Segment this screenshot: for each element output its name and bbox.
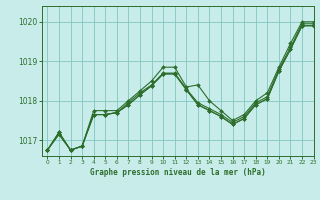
X-axis label: Graphe pression niveau de la mer (hPa): Graphe pression niveau de la mer (hPa)	[90, 168, 266, 177]
